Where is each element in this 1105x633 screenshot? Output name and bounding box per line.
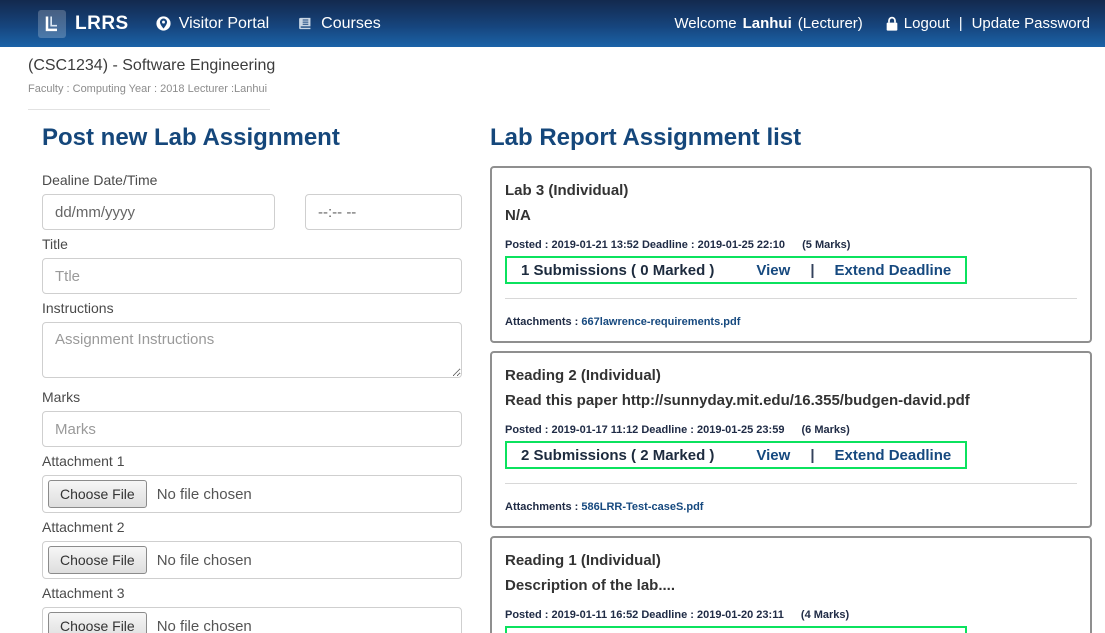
assignment-description: Read this paper http://sunnyday.mit.edu/… <box>505 392 970 409</box>
title-label: Title <box>42 236 68 252</box>
submissions-box: 2 Submissions ( 2 Marked ) View | Extend… <box>505 441 968 469</box>
view-link[interactable]: View <box>756 446 791 464</box>
choose-file-button[interactable]: Choose File <box>48 612 147 633</box>
brand-name: LRRS <box>75 12 129 34</box>
choose-file-button[interactable]: Choose File <box>48 480 147 508</box>
assignment-card: Reading 1 (Individual) Description of th… <box>490 536 1092 633</box>
submissions-count: 2 Submissions ( 2 Marked ) <box>521 446 715 464</box>
navbar: LRRS Visitor Portal Courses Welcome Lanh… <box>0 0 1105 47</box>
attachments-row: Attachments : 586LRR-Test-caseS.pdf <box>505 500 1077 514</box>
marks-label: Marks <box>42 389 81 405</box>
assignment-meta: Posted : 2019-01-21 13:52 Deadline : 201… <box>505 238 1077 252</box>
assignment-title: Reading 2 (Individual) <box>505 367 661 384</box>
attachment-1-file-input: Choose File No file chosen <box>42 475 462 513</box>
course-subtitle: Faculty : Computing Year : 2018 Lecturer… <box>28 83 268 95</box>
view-link[interactable]: View <box>756 261 791 279</box>
username: Lanhui <box>742 15 792 32</box>
attachment-1-label: Attachment 1 <box>42 453 125 469</box>
course-title: (CSC1234) - Software Engineering <box>28 57 276 74</box>
brand[interactable]: LRRS <box>38 9 129 38</box>
nav-item-label: Courses <box>321 14 381 32</box>
book-icon <box>299 17 311 30</box>
submissions-count: 1 Submissions ( 1 Marked ) <box>521 632 714 633</box>
card-divider <box>505 298 1077 299</box>
posted-deadline-text: Posted : 2019-01-21 13:52 Deadline : 201… <box>505 239 786 251</box>
link-divider: | <box>810 632 814 633</box>
assignment-title: Lab 3 (Individual) <box>505 182 629 199</box>
marks-input[interactable] <box>42 411 462 447</box>
marks-text: (6 Marks) <box>801 424 850 436</box>
logout-label: Logout <box>903 15 950 32</box>
submissions-count: 1 Submissions ( 0 Marked ) <box>521 261 715 279</box>
update-password-button[interactable]: Update Password <box>971 15 1090 32</box>
main-content: Post new Lab Assignment Dealine Date/Tim… <box>42 118 1092 633</box>
posted-deadline-text: Posted : 2019-01-17 11:12 Deadline : 201… <box>505 424 785 436</box>
attachment-2-file-input: Choose File No file chosen <box>42 541 462 579</box>
file-status: No file chosen <box>156 551 252 569</box>
posted-deadline-text: Posted : 2019-01-11 16:52 Deadline : 201… <box>505 609 784 621</box>
instructions-textarea[interactable] <box>42 322 462 378</box>
file-status: No file chosen <box>156 617 252 633</box>
nav-item-visitor-portal[interactable]: Visitor Portal <box>155 15 269 33</box>
extend-deadline-link[interactable]: Extend Deadline <box>834 446 952 464</box>
choose-file-button[interactable]: Choose File <box>48 546 147 574</box>
deadline-row <box>42 194 462 230</box>
attachment-file-link[interactable]: 667lawrence-requirements.pdf <box>581 316 741 328</box>
assignment-list: Lab Report Assignment list Lab 3 (Indivi… <box>490 118 1092 633</box>
marks-text: (5 Marks) <box>802 239 851 251</box>
instructions-label: Instructions <box>42 300 114 316</box>
marks-text: (4 Marks) <box>800 609 850 621</box>
welcome-text: Welcome <box>674 15 737 32</box>
deadline-time-input[interactable] <box>305 194 462 230</box>
course-header: (CSC1234) - Software Engineering Faculty… <box>28 57 276 110</box>
view-link[interactable]: View <box>756 632 790 633</box>
extend-deadline-link[interactable]: Extend Deadline <box>835 632 952 633</box>
extend-deadline-link[interactable]: Extend Deadline <box>834 261 952 279</box>
file-status: No file chosen <box>156 485 252 503</box>
nav-item-courses[interactable]: Courses <box>297 15 381 33</box>
globe-icon <box>156 16 171 31</box>
assignment-meta: Posted : 2019-01-11 16:52 Deadline : 201… <box>505 608 1077 622</box>
attachment-file-link[interactable]: 586LRR-Test-caseS.pdf <box>581 501 704 513</box>
submissions-box: 1 Submissions ( 0 Marked ) View | Extend… <box>505 256 968 284</box>
list-heading: Lab Report Assignment list <box>490 124 802 151</box>
assignment-card: Lab 3 (Individual) N/A Posted : 2019-01-… <box>490 166 1092 343</box>
attachments-label: Attachments : <box>505 501 579 513</box>
link-divider: | <box>810 261 815 279</box>
attachment-2-label: Attachment 2 <box>42 519 125 535</box>
attachment-3-label: Attachment 3 <box>42 585 125 601</box>
nav-links: Visitor Portal Courses <box>155 15 409 33</box>
nav-item-label: Visitor Portal <box>178 14 270 32</box>
user-role: (Lecturer) <box>797 15 863 32</box>
assignment-description: Description of the lab.... <box>505 577 676 594</box>
lock-icon <box>886 16 898 31</box>
attachments-label: Attachments : <box>505 316 579 328</box>
deadline-label: Dealine Date/Time <box>42 172 158 188</box>
assignment-meta: Posted : 2019-01-17 11:12 Deadline : 201… <box>505 423 1077 437</box>
form-heading: Post new Lab Assignment <box>42 124 340 151</box>
logout-button[interactable]: Logout <box>885 15 950 32</box>
attachment-3-file-input: Choose File No file chosen <box>42 607 462 633</box>
lrrs-logo-icon <box>38 9 66 38</box>
nav-divider: | <box>958 15 963 32</box>
card-divider <box>505 483 1077 484</box>
deadline-date-input[interactable] <box>42 194 275 230</box>
title-input[interactable] <box>42 258 462 294</box>
assignment-title: Reading 1 (Individual) <box>505 552 661 569</box>
assignment-description: N/A <box>505 207 531 224</box>
attachments-row: Attachments : 667lawrence-requirements.p… <box>505 315 1077 329</box>
navbar-user-area: Welcome Lanhui (Lecturer) Logout | Updat… <box>674 15 1090 32</box>
assignment-card: Reading 2 (Individual) Read this paper h… <box>490 351 1092 528</box>
submissions-box: 1 Submissions ( 1 Marked ) View | Extend… <box>505 626 968 633</box>
post-assignment-form: Post new Lab Assignment Dealine Date/Tim… <box>42 118 462 633</box>
link-divider: | <box>810 446 815 464</box>
